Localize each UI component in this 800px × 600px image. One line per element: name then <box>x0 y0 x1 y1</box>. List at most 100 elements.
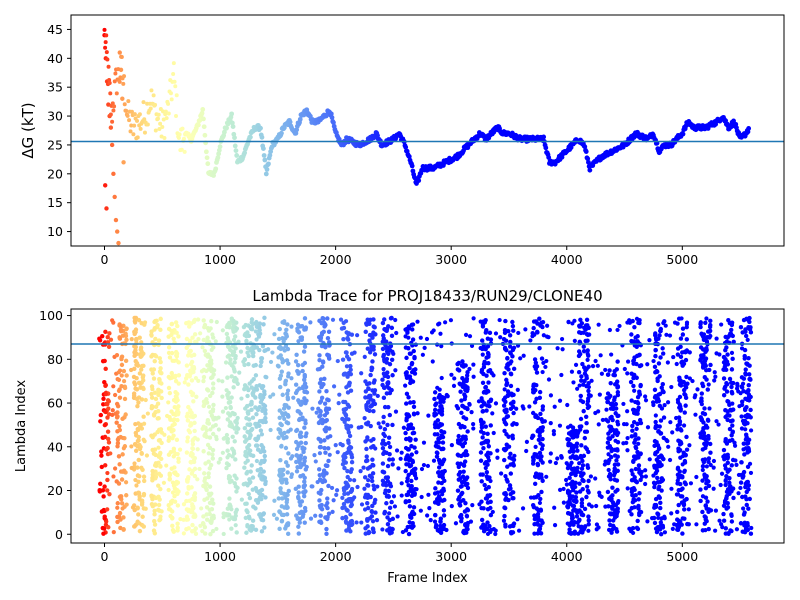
lambda-point <box>705 387 711 392</box>
delta-g-point <box>201 124 207 130</box>
lambda-point <box>286 488 291 494</box>
lambda-point <box>201 318 206 323</box>
lambda-point <box>730 423 735 428</box>
lambda-point <box>111 530 116 535</box>
lambda-point <box>480 435 485 440</box>
lambda-point <box>729 513 734 519</box>
lambda-point <box>597 392 602 397</box>
lambda-point <box>175 451 180 457</box>
lambda-point <box>317 353 322 358</box>
lambda-point <box>576 531 581 536</box>
lambda-point <box>234 489 239 494</box>
lambda-point <box>706 382 711 387</box>
lambda-point <box>503 474 508 479</box>
lambda-point <box>231 385 236 390</box>
lambda-point <box>403 445 409 451</box>
lambda-point <box>297 520 302 525</box>
lambda-point <box>380 446 386 451</box>
lambda-point <box>364 454 369 459</box>
lambda-point <box>582 371 588 376</box>
lambda-point <box>603 367 608 373</box>
lambda-point <box>225 344 231 349</box>
lambda-point <box>568 531 574 536</box>
lambda-point <box>586 518 591 523</box>
lambda-point <box>281 467 286 473</box>
delta-g-point <box>297 116 303 122</box>
lambda-point <box>405 492 411 497</box>
lambda-point <box>115 440 121 446</box>
lambda-point <box>117 494 122 500</box>
lambda-point <box>317 519 322 524</box>
lambda-point <box>210 447 216 453</box>
lambda-point <box>153 354 159 359</box>
lambda-point <box>295 322 301 327</box>
lambda-point <box>683 403 688 408</box>
lambda-point <box>227 423 232 428</box>
lambda-point <box>539 446 545 452</box>
lambda-point <box>101 396 106 402</box>
lambda-point <box>362 416 367 421</box>
lambda-point <box>406 395 411 400</box>
lambda-point <box>185 435 190 440</box>
lambda-point <box>285 531 291 537</box>
lambda-point <box>233 457 238 462</box>
lambda-point <box>740 330 745 335</box>
lambda-point <box>565 504 570 509</box>
lambda-point <box>404 479 410 484</box>
lambda-point <box>540 324 545 330</box>
lambda-point <box>401 425 406 430</box>
lambda-point <box>286 451 291 456</box>
lambda-point <box>540 520 545 525</box>
lambda-point <box>686 522 691 527</box>
lambda-point <box>117 368 123 373</box>
lambda-point <box>170 523 175 529</box>
lambda-point <box>485 476 490 481</box>
lambda-point <box>210 456 216 461</box>
lambda-point <box>608 401 613 407</box>
lambda-point <box>505 414 511 419</box>
delta-g-point <box>230 124 236 129</box>
lambda-point <box>459 410 464 416</box>
delta-g-point <box>116 240 121 246</box>
lambda-point <box>234 476 239 481</box>
lambda-point <box>629 398 634 403</box>
lambda-point <box>442 468 447 474</box>
lambda-point <box>230 446 235 452</box>
lambda-point <box>104 447 109 452</box>
lambda-point <box>495 448 500 453</box>
lambda-point <box>304 398 309 403</box>
delta-g-point <box>135 118 140 123</box>
lambda-point <box>430 359 435 364</box>
lambda-point <box>544 334 550 339</box>
lambda-point <box>176 334 181 339</box>
lambda-point <box>342 465 347 471</box>
lambda-point <box>457 381 462 386</box>
lambda-point <box>342 491 347 497</box>
lambda-point <box>322 427 327 432</box>
lambda-point <box>284 499 289 505</box>
lambda-point <box>174 481 179 486</box>
lambda-point <box>481 390 486 395</box>
lambda-point <box>187 373 192 378</box>
lambda-point <box>343 519 349 524</box>
lambda-point <box>594 503 599 509</box>
lambda-point <box>190 454 195 459</box>
lambda-point <box>529 435 535 440</box>
lambda-point <box>511 410 516 416</box>
lambda-point <box>467 402 472 407</box>
lambda-point <box>469 410 474 415</box>
lambda-point <box>582 435 588 441</box>
lambda-point <box>729 327 734 333</box>
lambda-point <box>166 435 172 440</box>
lambda-point <box>706 459 711 465</box>
lambda-point <box>100 488 106 493</box>
lambda-point <box>173 394 179 399</box>
lambda-point <box>409 478 414 484</box>
lambda-point <box>716 422 721 427</box>
lambda-point <box>230 434 235 440</box>
lambda-point <box>725 460 731 466</box>
lambda-point <box>242 434 247 439</box>
lambda-point <box>679 316 684 321</box>
lambda-point <box>293 382 299 387</box>
lambda-point <box>190 335 195 340</box>
